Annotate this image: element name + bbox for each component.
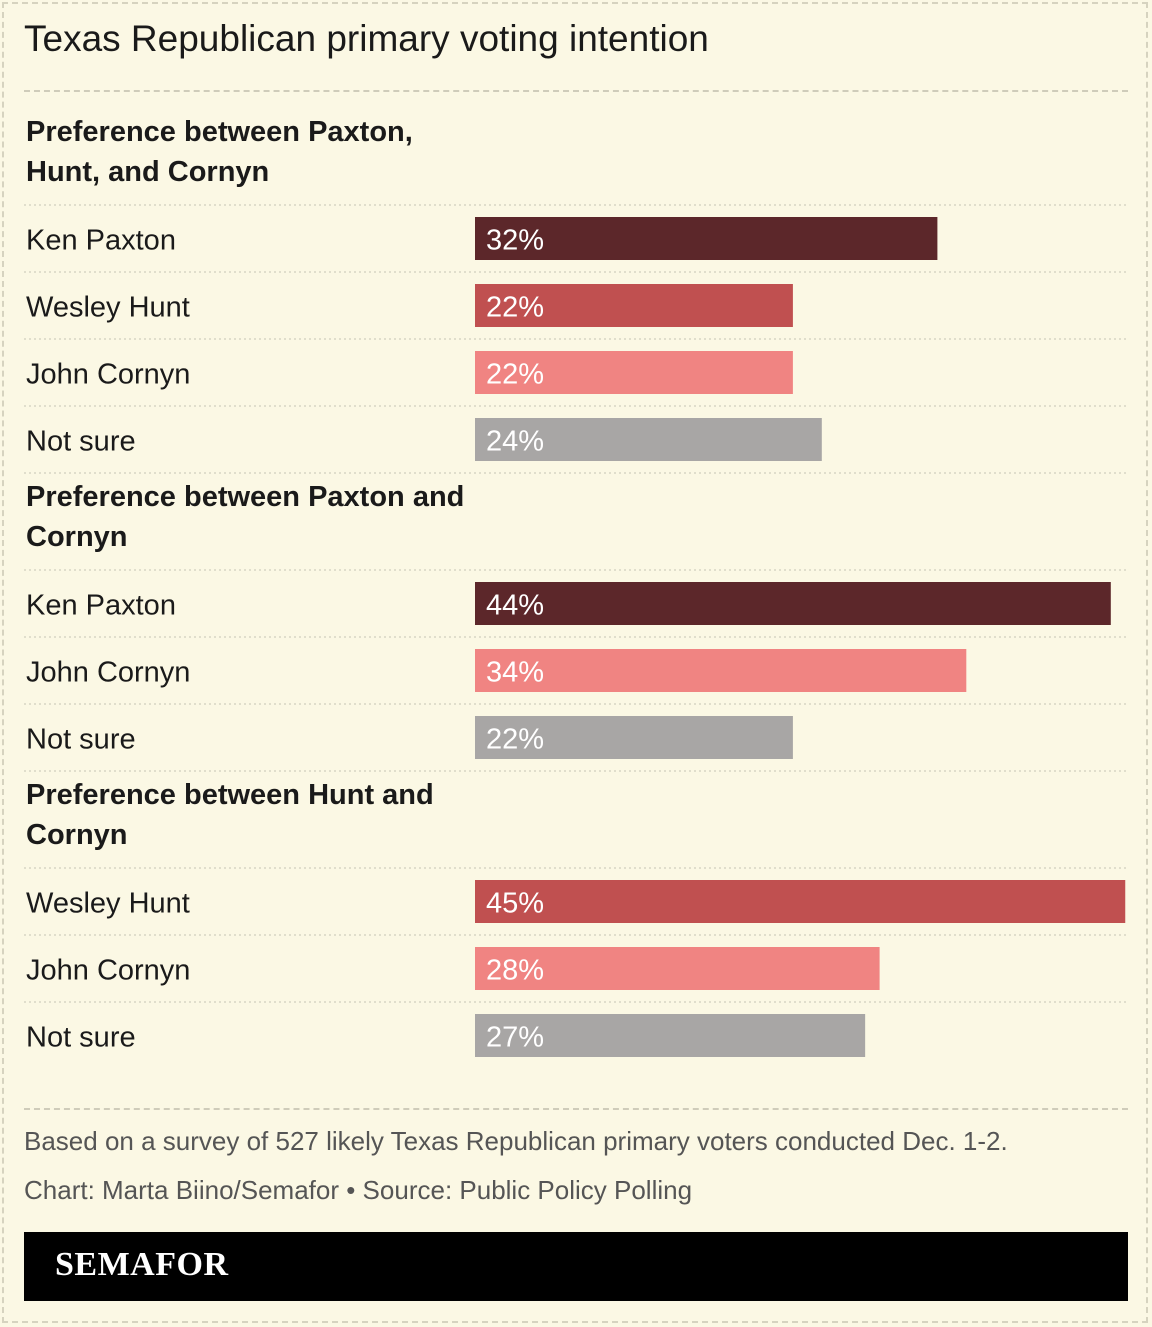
- bar: [475, 351, 793, 394]
- data-label: 28%: [486, 955, 544, 987]
- group-title: Cornyn: [26, 521, 128, 553]
- bar: [475, 1014, 866, 1057]
- source-credit: Chart: Marta Biino/Semafor • Source: Pub…: [24, 1175, 693, 1205]
- data-label: 22%: [486, 724, 544, 756]
- bar: [475, 418, 822, 461]
- title-divider: [24, 90, 1128, 92]
- data-label: 27%: [486, 1022, 544, 1054]
- data-label: 44%: [486, 590, 544, 622]
- data-label: 24%: [486, 426, 544, 458]
- bar: [475, 217, 938, 260]
- group-title: Cornyn: [26, 819, 128, 851]
- category-label: John Cornyn: [26, 359, 190, 391]
- chart-title: Texas Republican primary voting intentio…: [24, 18, 709, 59]
- category-label: Ken Paxton: [26, 590, 176, 622]
- semafor-logo: SEMAFOR: [55, 1246, 229, 1283]
- group-title: Preference between Paxton and: [26, 481, 464, 513]
- data-label: 45%: [486, 888, 544, 920]
- category-label: Not sure: [26, 724, 136, 756]
- category-label: Not sure: [26, 426, 136, 458]
- category-label: John Cornyn: [26, 657, 190, 689]
- bar: [475, 582, 1111, 625]
- category-label: Wesley Hunt: [26, 292, 190, 324]
- bar: [475, 880, 1126, 923]
- notes-divider: [24, 1108, 1128, 1110]
- category-label: John Cornyn: [26, 955, 190, 987]
- data-label: 22%: [486, 359, 544, 391]
- bar: [475, 284, 793, 327]
- data-label: 34%: [486, 657, 544, 689]
- data-label: 32%: [486, 225, 544, 257]
- data-label: 22%: [486, 292, 544, 324]
- bar-chart: Preference between Paxton, Hunt, and Corn…: [24, 116, 1126, 1057]
- bar: [475, 716, 793, 759]
- group-title: Hunt, and Cornyn: [26, 156, 269, 188]
- bar: [475, 947, 880, 990]
- group-title: Preference between Hunt and: [26, 779, 434, 811]
- footer-bar: SEMAFOR: [24, 1232, 1128, 1301]
- survey-note: Based on a survey of 527 likely Texas Re…: [24, 1126, 1008, 1156]
- bar: [475, 649, 967, 692]
- category-label: Not sure: [26, 1022, 136, 1054]
- group-title: Preference between Paxton,: [26, 116, 413, 148]
- category-label: Ken Paxton: [26, 225, 176, 257]
- category-label: Wesley Hunt: [26, 888, 190, 920]
